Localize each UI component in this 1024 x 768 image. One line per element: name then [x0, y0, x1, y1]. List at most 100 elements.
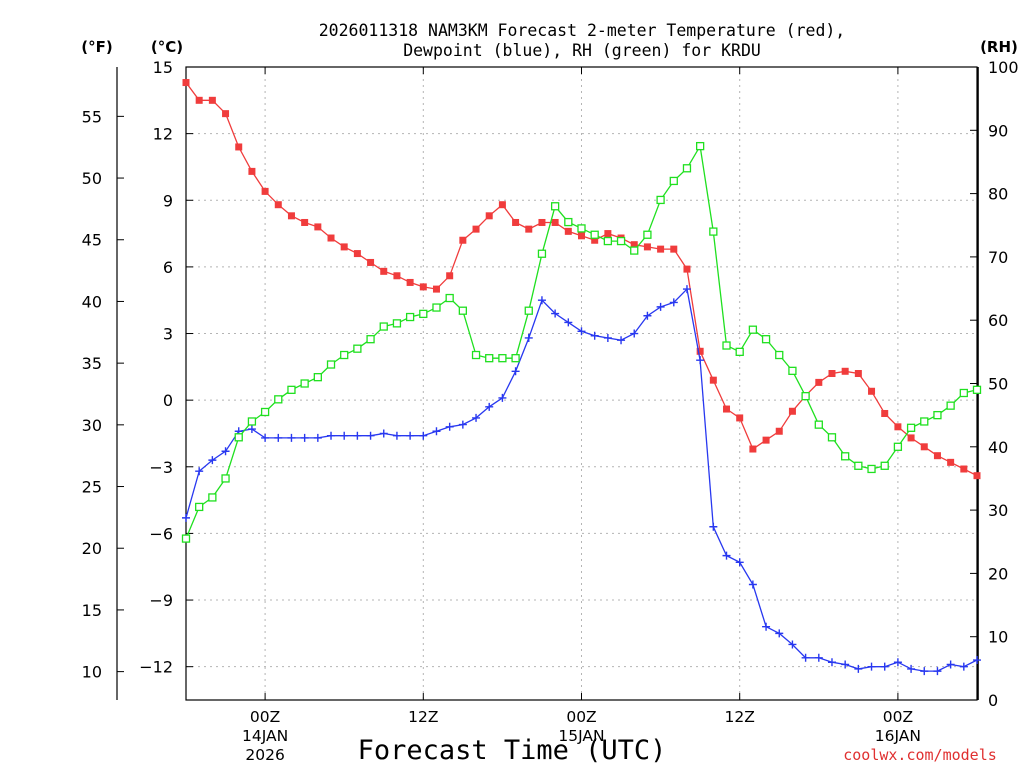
temperature-point — [894, 423, 902, 431]
dewpoint-point — [748, 580, 757, 589]
temperature-point — [327, 234, 335, 242]
temperature-point — [775, 427, 783, 435]
rh-tick-label: 0 — [988, 691, 998, 710]
rh-point — [432, 303, 441, 312]
celsius-tick-label: 12 — [153, 125, 173, 144]
rh-point — [195, 502, 204, 512]
dewpoint-point — [195, 467, 204, 476]
rh-tick-label: 20 — [988, 564, 1008, 583]
time-tick-label: 12Z — [408, 708, 438, 726]
rh-point — [326, 360, 336, 369]
dewpoint-point — [274, 433, 283, 442]
temperature-point — [696, 347, 704, 355]
dewpoint-point — [300, 433, 309, 442]
temperature-point — [248, 167, 256, 175]
rh-point — [814, 420, 823, 429]
temperature-point — [591, 236, 599, 244]
rh-point — [485, 354, 494, 363]
dewpoint-point — [247, 425, 256, 434]
dewpoint-point — [933, 667, 942, 676]
dewpoint-point — [682, 285, 691, 294]
rh-point — [445, 293, 454, 303]
dewpoint-point — [709, 522, 718, 531]
temperature-point — [907, 434, 915, 442]
rh-point — [920, 417, 929, 426]
celsius-tick-label: 6 — [163, 258, 173, 277]
rh-point — [234, 433, 243, 442]
rh-point — [959, 388, 968, 398]
rh-point — [590, 230, 599, 239]
dewpoint-point — [656, 302, 665, 311]
rh-point — [471, 350, 481, 360]
dewpoint-point — [907, 664, 916, 673]
fahrenheit-tick-label: 20 — [82, 539, 102, 558]
rh-point — [287, 385, 296, 394]
dewpoint-point — [313, 433, 322, 442]
dewpoint-point — [432, 427, 441, 436]
tick-labels: 15129630−3−6−9−1255504540353025201510100… — [82, 58, 1019, 764]
time-tick-year: 2026 — [245, 746, 284, 764]
temperature-point — [564, 227, 572, 235]
celsius-tick-label: −3 — [149, 458, 173, 477]
temperature-point — [406, 278, 414, 286]
temperature-point — [841, 367, 849, 375]
temperature-point — [525, 225, 533, 233]
time-tick-label: 12Z — [725, 708, 755, 726]
celsius-tick-label: −12 — [139, 658, 173, 677]
dewpoint-point — [880, 662, 889, 671]
temperature-point — [485, 212, 493, 220]
temperature-point — [380, 267, 388, 275]
rh-point — [564, 217, 573, 227]
temperature-point — [947, 458, 955, 466]
celsius-tick-label: 9 — [163, 191, 173, 210]
rh-line — [185, 144, 978, 539]
fahrenheit-tick-label: 50 — [82, 169, 102, 188]
rh-point — [247, 417, 257, 426]
rh-tick-label: 10 — [988, 628, 1008, 647]
rh-point — [722, 341, 731, 350]
dewpoint-point — [696, 356, 705, 365]
rh-point — [353, 344, 362, 353]
temperature-point — [578, 232, 585, 240]
fahrenheit-tick-label: 40 — [82, 292, 102, 311]
rh-tick-label: 80 — [988, 185, 1008, 204]
temperature-point — [512, 218, 520, 226]
dewpoint-point — [841, 660, 850, 669]
fahrenheit-axis-unit: (°F) — [81, 38, 112, 56]
rh-point — [748, 325, 758, 334]
rh-point — [972, 385, 982, 394]
rh-point — [709, 227, 718, 236]
temperature-point — [643, 243, 651, 251]
rh-point — [893, 442, 903, 451]
rh-point — [735, 347, 744, 357]
dewpoint-point — [762, 622, 771, 631]
fahrenheit-tick-label: 55 — [82, 107, 102, 126]
temperature-point — [301, 218, 309, 226]
fahrenheit-tick-label: 10 — [82, 663, 102, 682]
rh-point — [603, 236, 613, 246]
rh-point — [643, 230, 652, 239]
dewpoint-point — [537, 296, 546, 305]
chart-title: 2026011318 NAM3KM Forecast 2-meter Tempe… — [319, 21, 846, 40]
temperature-point — [933, 452, 941, 460]
rh-point — [906, 423, 916, 432]
temperature-point — [182, 79, 190, 87]
rh-tick-label: 70 — [988, 248, 1008, 267]
dewpoint-point — [366, 431, 375, 440]
rh-point — [682, 164, 692, 173]
temperature-point — [960, 465, 968, 473]
dewpoint-point — [788, 640, 797, 649]
temperature-point — [235, 143, 243, 151]
rh-point — [537, 249, 547, 258]
rh-point — [313, 373, 322, 382]
rh-point — [511, 354, 520, 363]
rh-point — [854, 461, 863, 470]
dewpoint-point — [419, 431, 428, 440]
temperature-point — [604, 230, 612, 238]
dewpoint-point — [735, 558, 744, 567]
rh-point — [392, 319, 402, 328]
celsius-tick-label: 15 — [153, 58, 173, 77]
dewpoint-point — [472, 413, 481, 422]
dewpoint-point — [603, 333, 612, 342]
time-tick-label: 00Z — [566, 708, 596, 726]
